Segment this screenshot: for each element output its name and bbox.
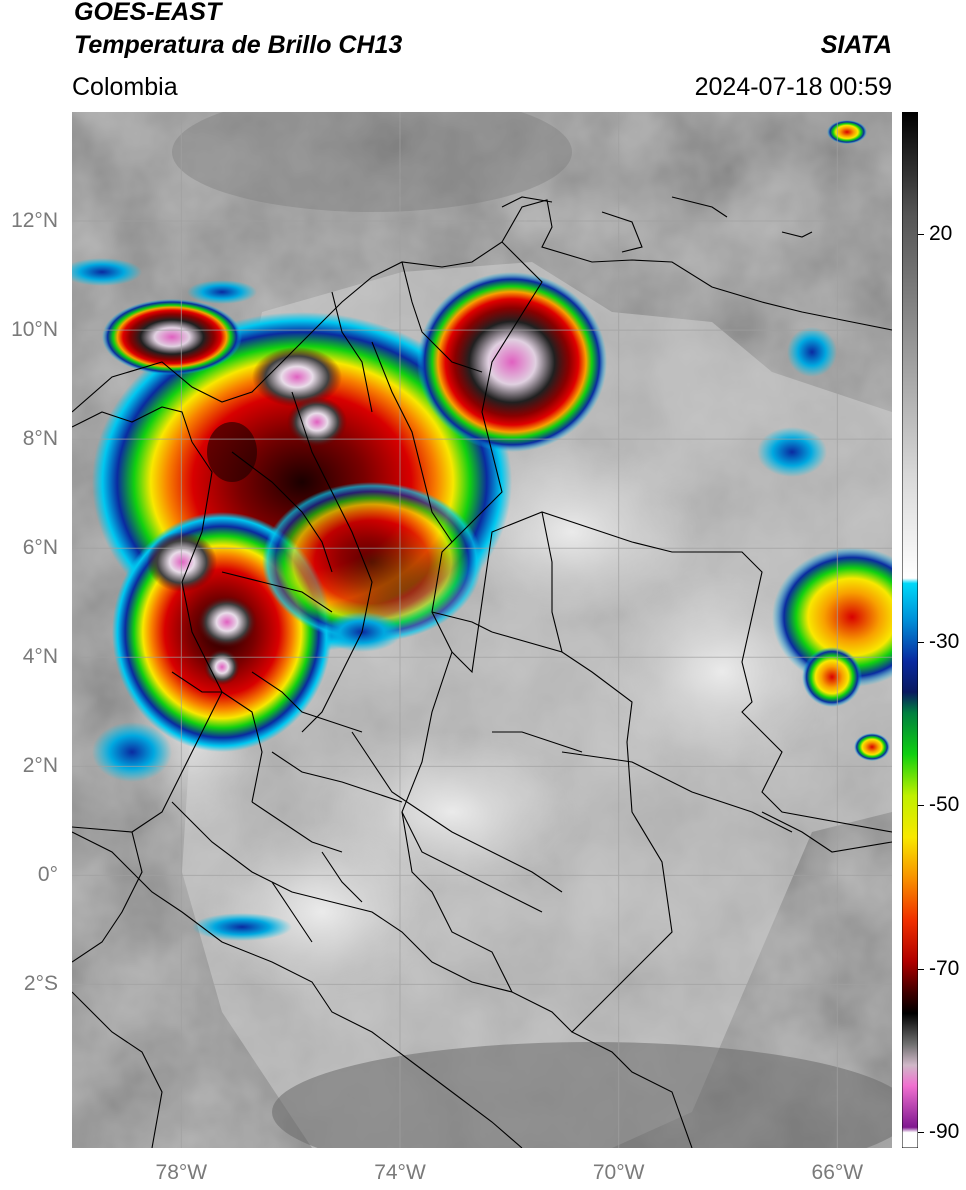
timestamp-label: 2024-07-18 00:59: [694, 73, 892, 101]
lon-tick-label: 74°W: [374, 1161, 426, 1184]
lat-tick-label: 6°N: [22, 536, 58, 560]
lat-tick-label: 0°: [37, 863, 58, 887]
colorbar-tick-label: -70: [929, 956, 960, 980]
lat-tick-label: 2°S: [23, 972, 58, 996]
map-borders: [72, 196, 892, 1148]
agency-label: SIATA: [820, 31, 892, 59]
colorbar-tick-mark: [918, 234, 924, 236]
lon-tick-label: 70°W: [592, 1161, 645, 1184]
lat-tick-label: 12°N: [11, 209, 58, 233]
lat-tick-label: 10°N: [11, 318, 58, 342]
lon-tick-label: 66°W: [811, 1161, 864, 1184]
colorbar-tick-mark: [918, 968, 924, 970]
colorbar-tick-label: -90: [929, 1119, 960, 1143]
lon-tick-label: 78°W: [155, 1161, 208, 1184]
colorbar-tick-mark: [918, 1131, 924, 1133]
colorbar-tick-label: 20: [929, 222, 953, 246]
colorbar-tick-label: -50: [929, 793, 960, 817]
satellite-map: [72, 112, 892, 1148]
map-gridlines: [72, 112, 892, 1148]
lat-tick-label: 2°N: [22, 754, 58, 778]
colorbar-tick-mark: [918, 805, 924, 807]
product-title: Temperatura de Brillo CH13: [74, 31, 403, 59]
region-label: Colombia: [72, 73, 178, 101]
colorbar: [902, 112, 918, 1148]
colorbar-tick-mark: [918, 642, 924, 644]
satellite-title: GOES-EAST: [74, 0, 222, 26]
lat-tick-label: 8°N: [22, 427, 58, 451]
colorbar-tick-label: -30: [929, 630, 960, 654]
lat-tick-label: 4°N: [22, 645, 58, 669]
